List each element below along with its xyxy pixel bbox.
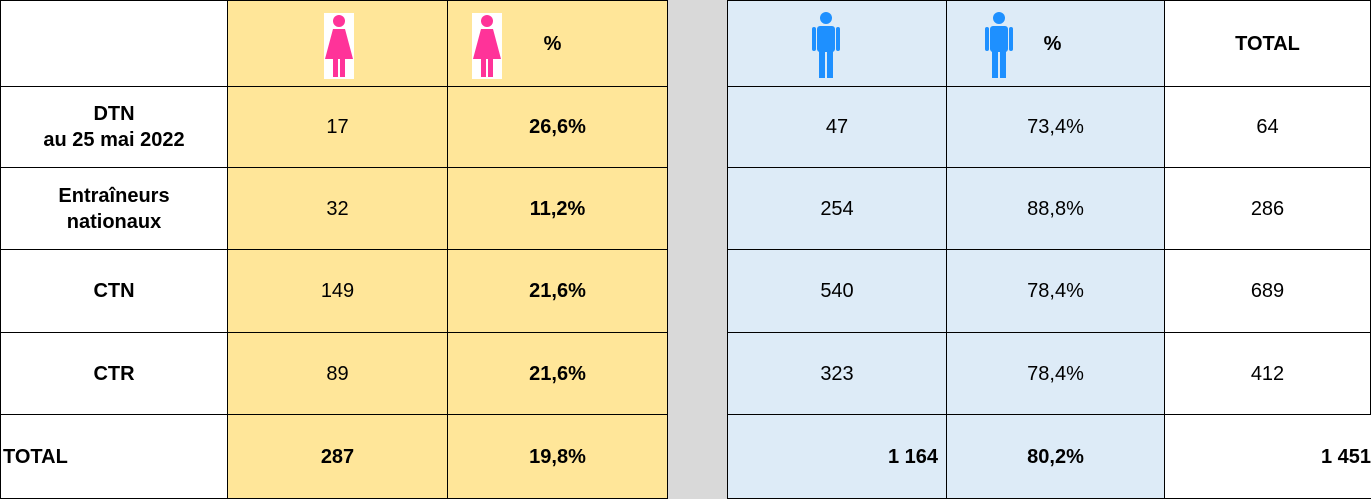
cell-text: 149 [320, 280, 355, 302]
cell-text: 323 [820, 362, 854, 385]
women-count: 149 [228, 250, 448, 333]
man-icon [985, 12, 1013, 78]
header-cell: % [947, 0, 1165, 87]
cell-text: 80,2% [1027, 445, 1084, 468]
cell-text: CTN [93, 280, 135, 302]
cell-text: 11,2% [529, 197, 586, 220]
women-pct: 11,2% [448, 168, 668, 250]
cell-text: 78,4% [1027, 280, 1084, 302]
cell-text: 689 [1250, 280, 1285, 302]
men-count: 540 [727, 250, 947, 333]
cell-text: TOTAL [1235, 32, 1300, 55]
cell-text: 254 [820, 197, 854, 220]
cell-text: % [1043, 32, 1062, 55]
men-pct: 78,4% [947, 333, 1165, 415]
cell-text: % [543, 32, 562, 55]
cell-text: 73,4% [1027, 116, 1084, 138]
cell-text: TOTAL [3, 445, 68, 468]
men-count: 254 [727, 168, 947, 250]
woman-icon [472, 13, 502, 79]
women-count: 32 [228, 168, 448, 250]
man-icon [812, 12, 840, 78]
total-women: 287 [228, 415, 448, 499]
cell-text: 17 [326, 116, 349, 138]
cell-text: 286 [1250, 197, 1285, 220]
cell-text: 1 164 [887, 445, 938, 468]
grand-total: 1 451 [1165, 415, 1371, 499]
women-count: 89 [228, 333, 448, 415]
separator-column [668, 0, 727, 499]
cell-text: nationaux [66, 210, 162, 233]
row-label: Entraîneurs nationaux [0, 168, 228, 250]
total-women-pct: 19,8% [448, 415, 668, 499]
total-men: 1 164 [727, 415, 947, 499]
cell-text: 89 [326, 362, 349, 385]
women-pct: 21,6% [448, 250, 668, 333]
header-cell [727, 0, 947, 87]
women-pct: 26,6% [448, 87, 668, 168]
header-cell [228, 0, 448, 87]
cell-text: 540 [820, 280, 854, 302]
cell-text: 88,8% [1027, 197, 1084, 220]
total: 689 [1165, 250, 1371, 333]
cell-text: 32 [326, 197, 349, 220]
cell-text: 1 451 [1320, 445, 1371, 468]
women-pct: 21,6% [448, 333, 668, 415]
row-label: DTN au 25 mai 2022 [0, 87, 228, 168]
cell-text: 21,6% [529, 362, 586, 385]
row-label: CTN [0, 250, 228, 333]
cell-text: Entraîneurs [58, 184, 170, 207]
total: 286 [1165, 168, 1371, 250]
header-cell [0, 0, 228, 87]
cell-text: 19,8% [529, 445, 586, 468]
cell-text: 47 [825, 116, 849, 138]
total: 412 [1165, 333, 1371, 415]
cell-text: CTR [93, 362, 135, 385]
header-cell: TOTAL [1165, 0, 1371, 87]
cell-text: 78,4% [1027, 362, 1084, 385]
total: 64 [1165, 87, 1371, 168]
men-pct: 73,4% [947, 87, 1165, 168]
cell-text: DTN [93, 103, 135, 125]
men-pct: 88,8% [947, 168, 1165, 250]
cell-text: 21,6% [529, 280, 586, 302]
cell-text: 26,6% [529, 116, 586, 138]
header-cell: % [448, 0, 668, 87]
women-count: 17 [228, 87, 448, 168]
cell-text: au 25 mai 2022 [43, 129, 185, 151]
woman-icon [324, 13, 354, 79]
men-count: 47 [727, 87, 947, 168]
cell-text: 64 [1256, 116, 1279, 138]
cell-text: 412 [1250, 362, 1285, 385]
cell-text: 287 [320, 445, 355, 468]
row-label: CTR [0, 333, 228, 415]
men-pct: 78,4% [947, 250, 1165, 333]
total-men-pct: 80,2% [947, 415, 1165, 499]
men-count: 323 [727, 333, 947, 415]
total-label: TOTAL [0, 415, 228, 499]
